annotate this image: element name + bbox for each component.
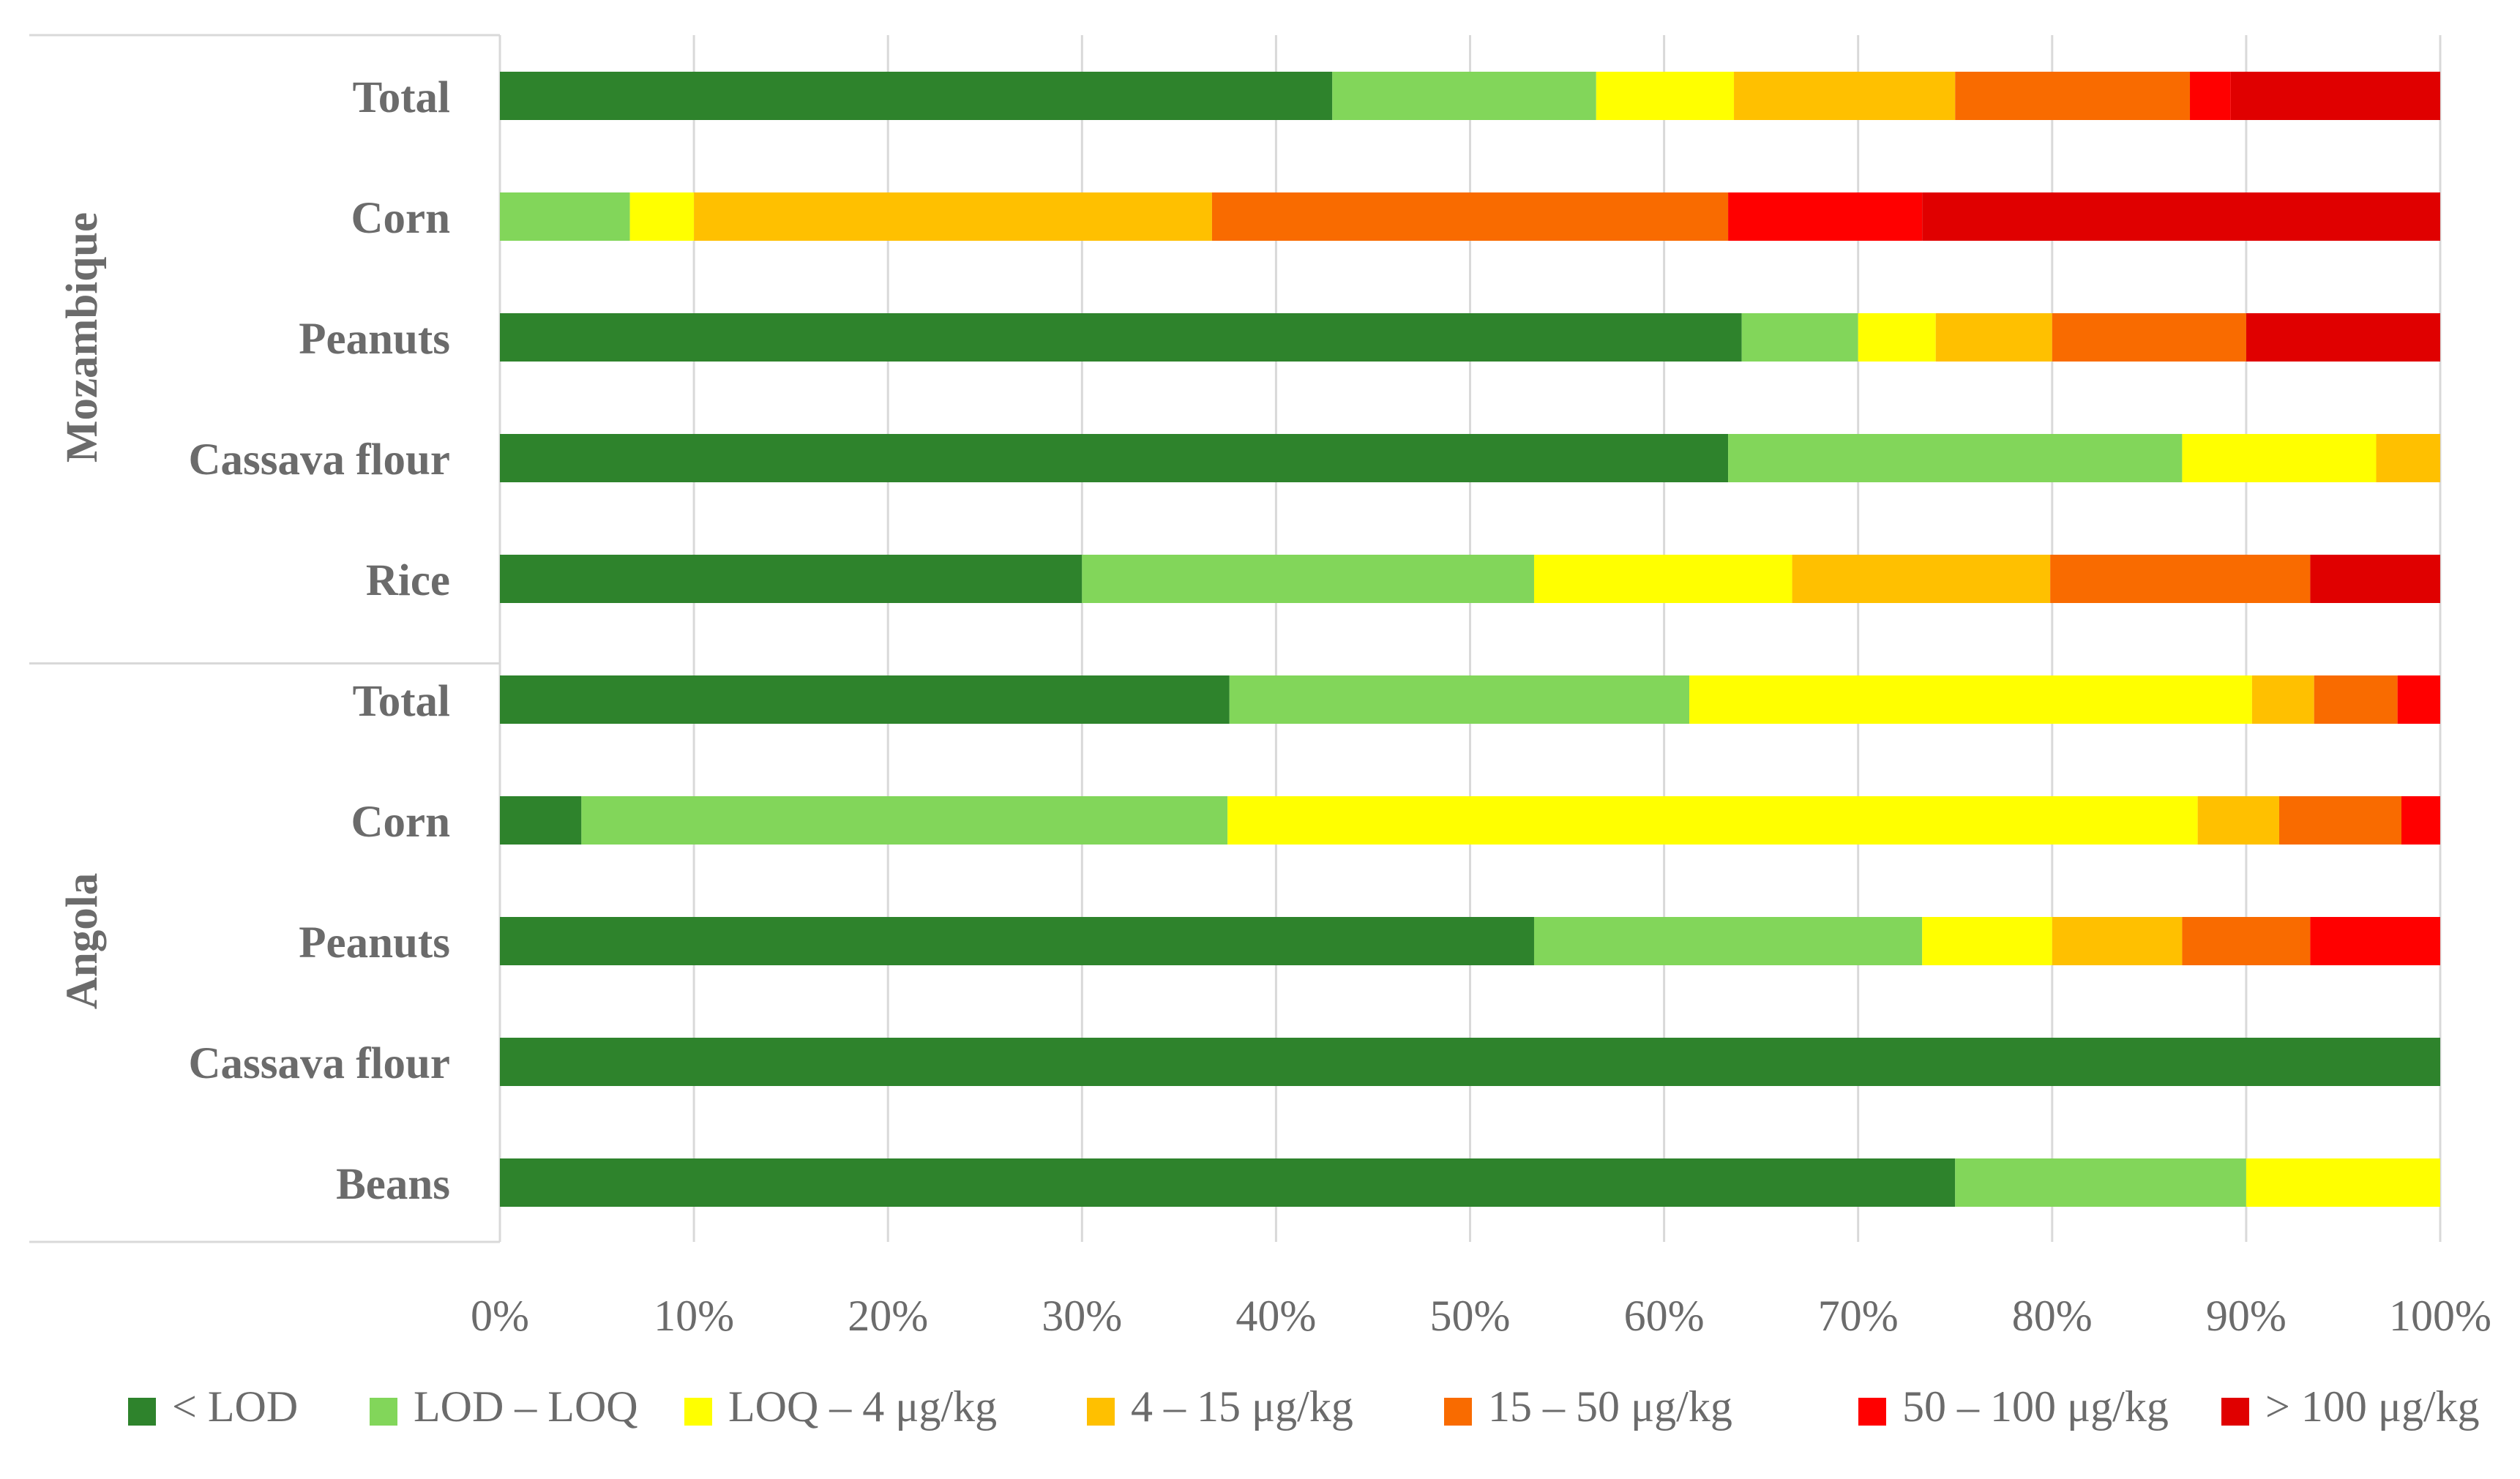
- bar-angola-corn-lod-loq: [581, 796, 1228, 845]
- bar-angola-corn-lod: [500, 796, 582, 845]
- bar-angola-total-4-15-g-kg: [2251, 675, 2314, 724]
- bar-mozambique-total-50-100-g-kg: [2190, 72, 2231, 120]
- legend-label-100-g-kg: > 100 μg/kg: [2265, 1382, 2480, 1431]
- bar-angola-peanuts-lod: [500, 917, 1534, 965]
- bar-mozambique-rice-lod-loq: [1082, 555, 1534, 603]
- x-tick-label: 90%: [2206, 1292, 2287, 1340]
- bar-angola-corn-4-15-g-kg: [2197, 796, 2279, 845]
- x-tick-label: 50%: [1430, 1292, 1511, 1340]
- bar-mozambique-rice-loq-4-g-kg: [1533, 555, 1792, 603]
- bar-angola-total-lod: [500, 675, 1230, 724]
- bar-mozambique-corn-4-15-g-kg: [694, 192, 1212, 241]
- category-label-angola-corn: Corn: [351, 798, 450, 847]
- bar-angola-peanuts-50-100-g-kg: [2310, 917, 2440, 965]
- x-tick-label: 10%: [654, 1292, 734, 1340]
- x-tick-label: 60%: [1624, 1292, 1705, 1340]
- legend-swatch-15-50-g-kg: [1444, 1398, 1472, 1426]
- category-labels: Total Corn Peanuts Cassava flour Rice Total Co…: [188, 73, 450, 1209]
- bar-mozambique-total-100-g-kg: [2230, 72, 2440, 120]
- legend-label-loq-4-g-kg: LOQ – 4 μg/kg: [728, 1382, 997, 1431]
- category-label-mozambique-peanuts: Peanuts: [299, 315, 450, 364]
- bar-mozambique-peanuts-4-15-g-kg: [1935, 313, 2052, 362]
- bar-angola-total-lod-loq: [1229, 675, 1690, 724]
- legend-swatch-100-g-kg: [2221, 1398, 2249, 1426]
- legend-swatch-4-15-g-kg: [1087, 1398, 1115, 1426]
- legend-label-lod: < LOD: [172, 1382, 298, 1431]
- bar-mozambique-corn-15-50-g-kg: [1211, 192, 1729, 241]
- category-label-mozambique-corn: Corn: [351, 194, 450, 243]
- bar-mozambique-rice-15-50-g-kg: [2050, 555, 2311, 603]
- bar-mozambique-rice-lod: [500, 555, 1083, 603]
- bar-mozambique-total-15-50-g-kg: [1955, 72, 2191, 120]
- legend: < LOD LOD – LOQ LOQ – 4 μg/kg 4 – 15 μg/kg 1…: [128, 1382, 2480, 1431]
- bar-mozambique-total-lod: [500, 72, 1333, 120]
- bar-mozambique-corn-loq-4-g-kg: [629, 192, 695, 241]
- bar-angola-total-50-100-g-kg: [2397, 675, 2440, 724]
- bar-mozambique-cassava-flour-loq-4-g-kg: [2182, 434, 2377, 482]
- legend-label-50-100-g-kg: 50 – 100 μg/kg: [1902, 1382, 2169, 1431]
- x-tick-label: 70%: [1818, 1292, 1899, 1340]
- category-label-angola-peanuts: Peanuts: [299, 918, 450, 967]
- category-label-mozambique-total: Total: [353, 73, 450, 122]
- bar-mozambique-rice-4-15-g-kg: [1792, 555, 2051, 603]
- bar-angola-total-15-50-g-kg: [2314, 675, 2398, 724]
- bars-layer: [500, 72, 2440, 1207]
- bar-mozambique-total-loq-4-g-kg: [1596, 72, 1735, 120]
- x-axis-ticks: 0% 10% 20% 30% 40% 50% 60% 70% 80% 90% 100%: [471, 1292, 2491, 1340]
- category-label-angola-total: Total: [353, 677, 450, 726]
- bar-angola-total-loq-4-g-kg: [1689, 675, 2252, 724]
- legend-label-4-15-g-kg: 4 – 15 μg/kg: [1131, 1382, 1353, 1431]
- legend-swatch-lod: [128, 1398, 156, 1426]
- x-tick-label: 20%: [848, 1292, 928, 1340]
- bar-mozambique-total-lod-loq: [1332, 72, 1596, 120]
- bar-mozambique-rice-100-g-kg: [2310, 555, 2440, 603]
- category-label-angola-beans: Beans: [336, 1160, 450, 1209]
- x-tick-label: 100%: [2389, 1292, 2491, 1340]
- bar-mozambique-peanuts-15-50-g-kg: [2052, 313, 2246, 362]
- bar-angola-peanuts-4-15-g-kg: [2052, 917, 2183, 965]
- bar-mozambique-peanuts-loq-4-g-kg: [1858, 313, 1936, 362]
- bar-mozambique-total-4-15-g-kg: [1734, 72, 1956, 120]
- group-label-angola: Angola: [58, 873, 107, 1009]
- bar-angola-beans-lod-loq: [1955, 1158, 2246, 1207]
- x-tick-label: 30%: [1042, 1292, 1122, 1340]
- bar-angola-cassava-flour-lod: [500, 1038, 2440, 1086]
- group-labels: Mozambique Angola: [58, 212, 107, 1009]
- bar-angola-peanuts-15-50-g-kg: [2182, 917, 2311, 965]
- legend-swatch-50-100-g-kg: [1858, 1398, 1886, 1426]
- bar-mozambique-corn-100-g-kg: [1922, 192, 2440, 241]
- bar-mozambique-cassava-flour-lod-loq: [1728, 434, 2183, 482]
- bar-angola-beans-lod: [500, 1158, 1956, 1207]
- bar-angola-peanuts-loq-4-g-kg: [1922, 917, 2052, 965]
- bar-mozambique-peanuts-lod: [500, 313, 1742, 362]
- bar-mozambique-peanuts-lod-loq: [1741, 313, 1858, 362]
- bar-mozambique-corn-50-100-g-kg: [1728, 192, 1923, 241]
- bar-angola-corn-loq-4-g-kg: [1227, 796, 2198, 845]
- legend-label-lod-loq: LOD – LOQ: [414, 1382, 638, 1431]
- x-tick-label: 40%: [1235, 1292, 1316, 1340]
- legend-swatch-loq-4-g-kg: [684, 1398, 712, 1426]
- x-tick-label: 0%: [471, 1292, 529, 1340]
- legend-swatch-lod-loq: [370, 1398, 397, 1426]
- legend-label-15-50-g-kg: 15 – 50 μg/kg: [1488, 1382, 1732, 1431]
- bar-mozambique-corn-lod-loq: [500, 192, 630, 241]
- x-tick-label: 80%: [2012, 1292, 2093, 1340]
- bar-angola-corn-15-50-g-kg: [2278, 796, 2401, 845]
- bar-angola-corn-50-100-g-kg: [2401, 796, 2440, 845]
- category-label-angola-cassava-flour: Cassava flour: [188, 1039, 450, 1088]
- bar-angola-peanuts-lod-loq: [1533, 917, 1923, 965]
- bar-mozambique-cassava-flour-4-15-g-kg: [2376, 434, 2440, 482]
- bar-mozambique-cassava-flour-lod: [500, 434, 1729, 482]
- bar-mozambique-peanuts-100-g-kg: [2246, 313, 2440, 362]
- bar-angola-beans-loq-4-g-kg: [2246, 1158, 2440, 1207]
- category-label-mozambique-cassava-flour: Cassava flour: [188, 435, 450, 484]
- group-label-mozambique: Mozambique: [58, 212, 107, 463]
- category-label-mozambique-rice: Rice: [366, 556, 450, 605]
